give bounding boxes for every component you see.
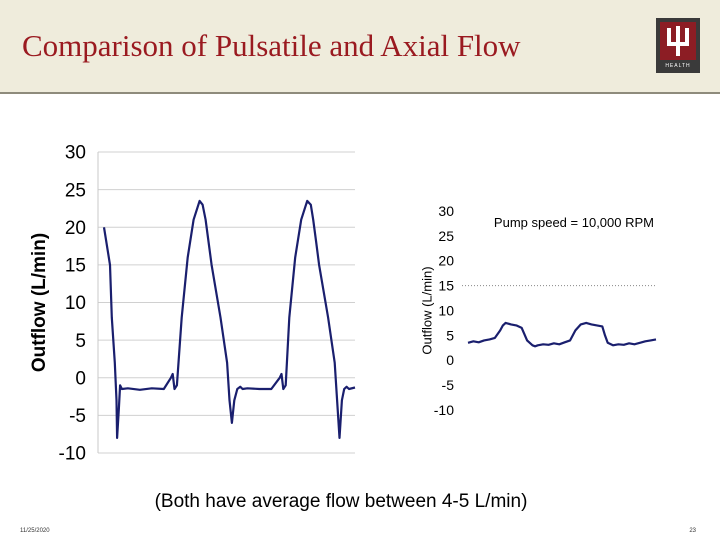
page-title: Comparison of Pulsatile and Axial Flow [22, 28, 521, 63]
right-y-tick-label: 20 [438, 253, 454, 269]
left-series-line [102, 199, 356, 439]
left-y-tick-label: -10 [59, 444, 86, 465]
title-divider [0, 92, 720, 94]
trident-glyph-icon [667, 26, 689, 56]
right-y-tick-label: 5 [446, 327, 454, 343]
left-y-tick-label: 25 [65, 180, 86, 201]
right-y-tick-label: 0 [446, 352, 454, 368]
page-number: 23 [689, 528, 696, 534]
left-y-tick-label: 30 [65, 143, 86, 164]
left-y-tick-label: 20 [65, 218, 86, 239]
left-y-tick-label: -5 [69, 406, 86, 427]
right-y-tick-label: 25 [438, 228, 454, 244]
left-y-tick-label: 10 [65, 293, 86, 314]
right-y-tick-label: -5 [442, 377, 455, 393]
left-y-tick-label: 0 [75, 368, 86, 389]
right-y-tick-label: 30 [438, 203, 454, 219]
right-y-axis-label: Outflow (L/min) [419, 266, 434, 354]
right-annotation: Pump speed = 10,000 RPM [494, 215, 654, 230]
trident-logo-icon: HEALTH [656, 18, 700, 73]
right-y-tick-label: 10 [438, 302, 454, 318]
right-series-line [467, 321, 657, 348]
footer-date: 11/25/2020 [20, 528, 50, 534]
left-y-axis-label: Outflow (L/min) [29, 233, 50, 372]
chart-caption: (Both have average flow between 4-5 L/mi… [0, 491, 720, 513]
right-y-tick-label: 15 [438, 278, 454, 294]
right-y-tick-label: -10 [434, 402, 454, 418]
logo-text: HEALTH [665, 63, 691, 69]
caption-text: (Both have average flow between 4-5 L/mi… [154, 491, 528, 512]
left-y-tick-label: 15 [65, 256, 86, 277]
left-y-tick-label: 5 [75, 331, 86, 352]
logo-mark [660, 22, 696, 60]
title-bar [0, 0, 720, 92]
